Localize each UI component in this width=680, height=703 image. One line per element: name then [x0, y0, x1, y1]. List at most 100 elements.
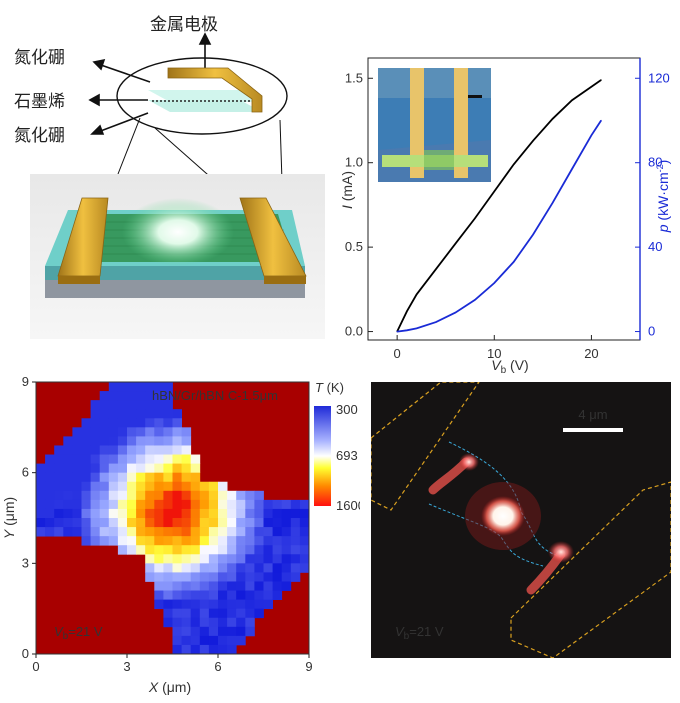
data-point: [454, 312, 456, 314]
temperature-pixel: [218, 581, 228, 591]
temperature-pixel: [108, 391, 119, 401]
temperature-pixel: [127, 427, 137, 437]
temperature-pixel: [199, 581, 210, 591]
temperature-pixel: [90, 481, 101, 492]
temperature-pixel: [117, 445, 128, 455]
temperature-pixel: [136, 463, 146, 474]
temperature-pixel: [136, 382, 146, 392]
temperature-pixel: [99, 463, 110, 474]
thermal-map-panel: T (K) 300 693 1600 hBN/Gr/hBN C-1.5μm Vb…: [0, 370, 365, 698]
temperature-pixel: [117, 391, 128, 401]
temperature-pixel: [245, 563, 255, 573]
temperature-pixel: [117, 409, 128, 419]
temperature-pixel: [145, 572, 155, 582]
temperature-pixel: [208, 599, 219, 610]
temperature-pixel: [236, 554, 246, 564]
temperature-pixel: [136, 409, 146, 419]
iv-plot-panel: 0 10 20 0.0 0.5 1.0 1.5 0 40 80 120 Vb (V) I (mA) …: [339, 0, 680, 380]
temperature-pixel: [254, 499, 264, 510]
temperature-pixel: [245, 545, 255, 555]
temperature-pixel: [172, 409, 182, 419]
temperature-pixel: [117, 508, 128, 519]
temperature-pixel: [227, 581, 237, 591]
colorbar-tick-300: 300: [336, 402, 358, 417]
inset-optical-micrograph: [378, 68, 491, 182]
temperature-pixel: [290, 499, 301, 510]
data-point: [406, 329, 408, 331]
temperature-pixel: [199, 508, 210, 519]
temperature-pixel: [163, 427, 173, 437]
tm-xtick-label: 3: [123, 659, 130, 674]
iv-xlabel: Vb (V): [491, 357, 528, 376]
temperature-pixel: [145, 463, 155, 474]
data-point: [396, 331, 398, 333]
temperature-pixel: [72, 499, 82, 510]
temperature-pixel: [190, 536, 201, 546]
temperature-pixel: [36, 472, 46, 483]
temperature-pixel: [199, 527, 210, 537]
temperature-pixel: [199, 644, 210, 655]
temperature-pixel: [36, 518, 46, 528]
temperature-pixel: [36, 508, 46, 519]
temperature-pixel: [145, 508, 155, 519]
temperature-pixel: [163, 418, 173, 428]
data-point: [532, 140, 534, 142]
tm-xtick-label: 9: [305, 659, 312, 674]
temperature-pixel: [63, 472, 73, 483]
temperature-pixel: [281, 536, 292, 546]
temperature-pixel: [99, 409, 110, 419]
temperature-pixel: [263, 581, 273, 591]
temperature-pixel: [236, 626, 246, 637]
scale-bar: [563, 428, 623, 432]
data-point: [552, 202, 554, 204]
temperature-pixel: [190, 572, 201, 582]
temperature-pixel: [172, 563, 182, 573]
temperature-pixel: [218, 572, 228, 582]
temperature-pixel: [254, 608, 264, 619]
temperature-pixel: [90, 508, 101, 519]
temperature-pixel: [99, 436, 110, 446]
temperature-pixel: [72, 463, 82, 474]
temperature-pixel: [54, 527, 64, 537]
tm-xtick-label: 6: [214, 659, 221, 674]
temperature-pixel: [218, 599, 228, 610]
temperature-pixel: [181, 508, 192, 519]
temperature-pixel: [108, 472, 119, 483]
temperature-pixel: [90, 427, 101, 437]
temperature-pixel: [145, 563, 155, 573]
temperature-pixel: [117, 472, 128, 483]
iv-y2tick-label: 80: [648, 155, 662, 170]
temperature-pixel: [90, 409, 101, 419]
temperature-pixel: [190, 554, 201, 564]
temperature-pixel: [154, 481, 164, 492]
temperature-pixel: [99, 472, 110, 483]
temperature-pixel: [172, 545, 182, 555]
temperature-pixel: [254, 545, 264, 555]
temperature-pixel: [163, 590, 173, 600]
temperature-pixel: [227, 536, 237, 546]
temperature-pixel: [181, 463, 192, 474]
temperature-pixel: [181, 590, 192, 600]
temperature-pixel: [136, 499, 146, 510]
temperature-pixel: [154, 409, 164, 419]
temperature-pixel: [145, 490, 155, 501]
temperature-pixel: [172, 554, 182, 564]
temperature-pixel: [54, 490, 64, 501]
temperature-pixel: [90, 472, 101, 483]
temperature-pixel: [154, 518, 164, 528]
data-point: [600, 79, 602, 81]
temperature-pixel: [299, 527, 310, 537]
temperature-pixel: [281, 508, 292, 519]
temperature-pixel: [281, 554, 292, 564]
temperature-pixel: [254, 590, 264, 600]
colorbar-tick-1600: 1600: [336, 498, 360, 513]
device-3d-rendering: [30, 174, 325, 339]
temperature-pixel: [181, 545, 192, 555]
temperature-pixel: [163, 563, 173, 573]
temperature-pixel: [154, 590, 164, 600]
temperature-pixel: [108, 527, 119, 537]
temperature-pixel: [181, 436, 192, 446]
temperature-pixel: [236, 563, 246, 573]
temperature-pixel: [181, 454, 192, 464]
temperature-pixel: [54, 445, 64, 455]
